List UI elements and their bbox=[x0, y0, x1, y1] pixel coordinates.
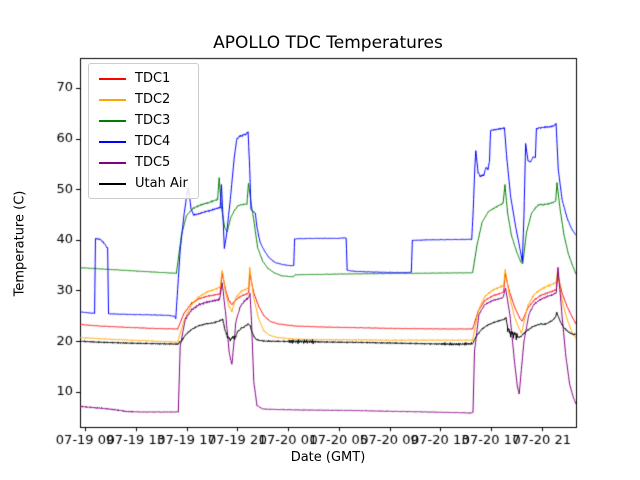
tdc4-line-swatch-icon bbox=[99, 140, 126, 143]
chart-title: APOLLO TDC Temperatures bbox=[213, 33, 443, 53]
legend-label: TDC5 bbox=[135, 155, 171, 170]
legend-label: TDC2 bbox=[135, 92, 171, 107]
legend-entry-tdc1: TDC1 bbox=[99, 71, 188, 86]
tdc3-line-swatch-icon bbox=[99, 119, 126, 122]
legend-label: TDC4 bbox=[135, 134, 171, 149]
legend: TDC1 TDC2 TDC3 TDC4 TDC5 Utah Air bbox=[88, 63, 199, 199]
tdc5-line-swatch-icon bbox=[99, 161, 126, 164]
legend-entry-tdc2: TDC2 bbox=[99, 92, 188, 107]
legend-entry-tdc4: TDC4 bbox=[99, 134, 188, 149]
y-axis-label: Temperature (C) bbox=[12, 190, 28, 297]
legend-label: TDC3 bbox=[135, 113, 171, 128]
x-axis-label: Date (GMT) bbox=[290, 450, 366, 465]
legend-entry-tdc3: TDC3 bbox=[99, 113, 188, 128]
legend-entry-tdc5: TDC5 bbox=[99, 155, 188, 170]
legend-label: Utah Air bbox=[135, 176, 188, 191]
legend-label: TDC1 bbox=[135, 71, 171, 86]
utah-air-line-swatch-icon bbox=[99, 182, 126, 185]
legend-entry-utah-air: Utah Air bbox=[99, 176, 188, 191]
tdc1-line-swatch-icon bbox=[99, 77, 126, 80]
tdc2-line-swatch-icon bbox=[99, 98, 126, 101]
